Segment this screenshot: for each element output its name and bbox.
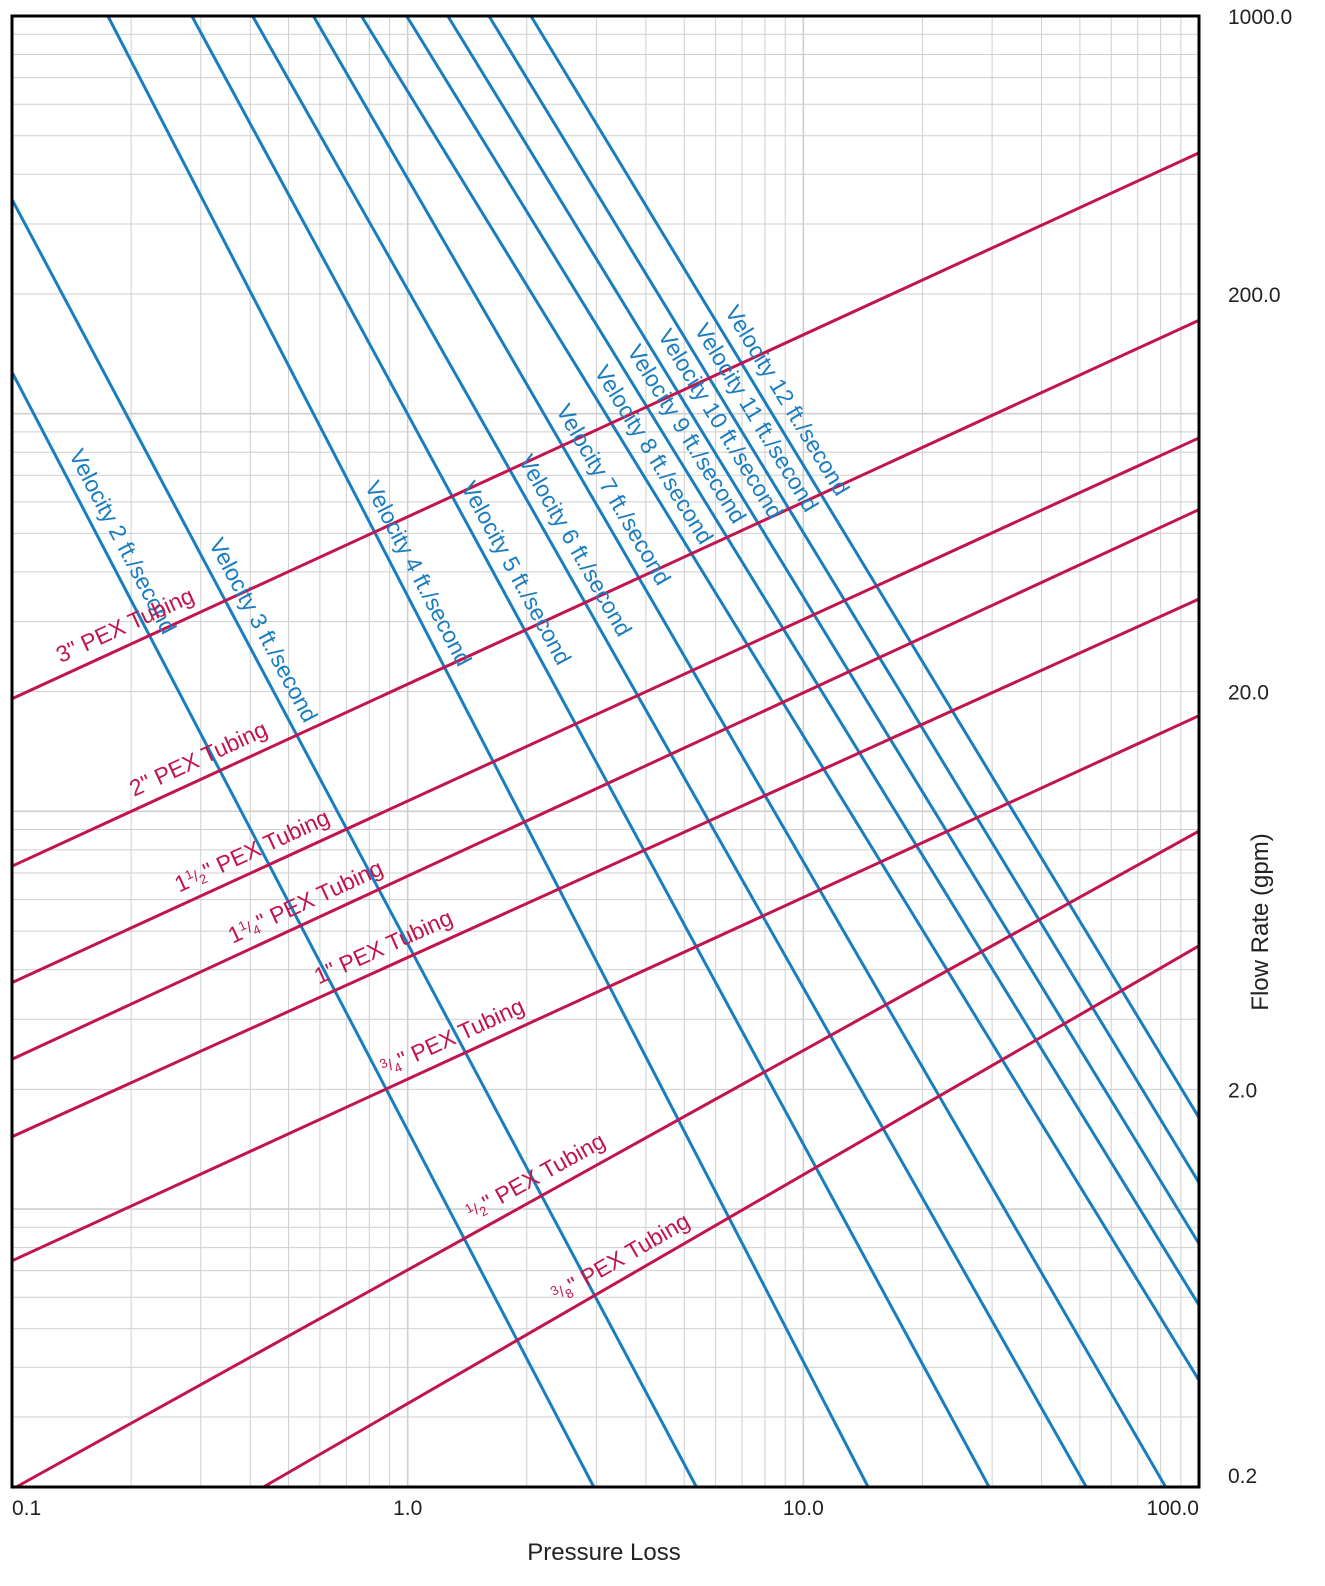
velocity-line: [10, 198, 698, 1488]
y-axis-label: Flow Rate (gpm): [1247, 833, 1274, 1010]
x-tick-label: 1.0: [393, 1497, 422, 1520]
tubing-label: 3/8" PEX Tubing: [547, 1207, 694, 1307]
tubing-line: [11, 597, 1200, 1139]
y-tick-label: 20.0: [1228, 682, 1269, 705]
y-tick-label: 2.0: [1228, 1079, 1257, 1102]
label-layer: Velocity 2 ft./second Velocity 3 ft./seco…: [52, 301, 855, 1307]
tick-layer: 0.1 1.0 10.0 100.0 0.2 2.0 20.0 200.0 1000.0: [12, 6, 1292, 1520]
tubing-line: [11, 151, 1200, 701]
y-tick-label: 1000.0: [1228, 6, 1292, 29]
tubing-line: [262, 944, 1200, 1489]
series-layer: [10, 15, 1201, 1489]
x-tick-label: 10.0: [783, 1497, 824, 1520]
tubing-label: 3/4" PEX Tubing: [377, 993, 528, 1081]
x-tick-label: 0.1: [12, 1497, 41, 1520]
velocity-line: [529, 15, 1201, 1119]
velocity-label: Velocity 4 ft./second: [360, 476, 477, 670]
velocity-line: [190, 15, 991, 1488]
velocity-line: [10, 371, 596, 1488]
grid-layer: [12, 16, 1199, 1487]
velocity-line: [360, 15, 1201, 1382]
tubing-line: [11, 714, 1200, 1263]
x-tick-label: 100.0: [1146, 1497, 1199, 1520]
tubing-line: [15, 829, 1200, 1489]
tubing-line: [11, 436, 1200, 984]
tubing-line: [11, 318, 1200, 868]
tubing-label: 1/2" PEX Tubing: [462, 1127, 610, 1225]
y-tick-label: 200.0: [1228, 284, 1281, 307]
velocity-line: [251, 15, 1088, 1488]
velocity-line: [446, 15, 1201, 1245]
velocity-line: [312, 15, 1167, 1488]
tubing-label: 11/2" PEX Tubing: [170, 804, 333, 897]
y-tick-label: 0.2: [1228, 1465, 1257, 1488]
plot-frame: [10, 14, 1201, 1489]
x-axis-label: Pressure Loss: [527, 1539, 680, 1566]
tubing-line: [11, 508, 1200, 1061]
velocity-line: [106, 15, 870, 1488]
velocity-line: [405, 15, 1201, 1306]
